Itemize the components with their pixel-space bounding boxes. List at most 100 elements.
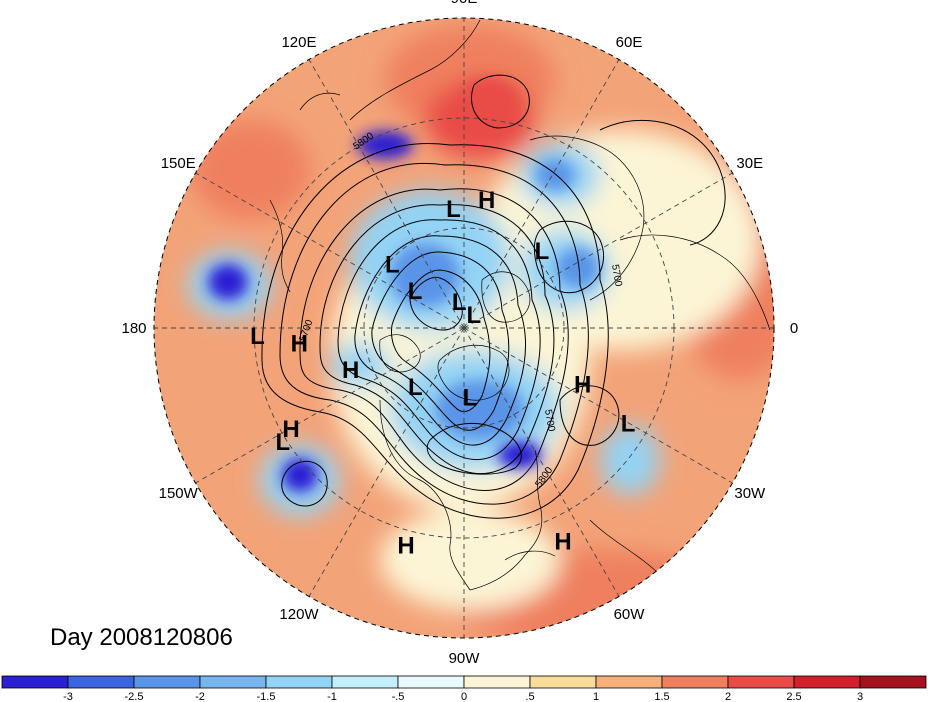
height-contour (299, 188, 569, 491)
height-contour (599, 119, 726, 246)
graticule (154, 18, 774, 638)
colorbar-tick-label: 0 (461, 691, 467, 702)
meridian-line (463, 327, 733, 484)
cool-anomaly-atlantic (600, 425, 660, 495)
low-pressure-marker: L (467, 302, 482, 329)
coastline (481, 271, 531, 323)
longitude-label: 150W (159, 485, 199, 502)
coastline (269, 199, 291, 293)
height-contour (354, 235, 527, 446)
colorbar-tick-label: -.5 (392, 691, 405, 702)
colorbar-swatch (793, 675, 861, 689)
coastline (349, 19, 481, 121)
anomaly-blobs (188, 25, 774, 638)
colorbar-tick-label: -2.5 (125, 691, 144, 702)
low-pressure-marker: L (535, 238, 550, 265)
meridian-line (195, 172, 465, 329)
meridian-line (463, 172, 733, 329)
warm-anomaly-northwest (190, 120, 310, 220)
colorbar-tick-label: 1 (593, 691, 599, 702)
coastline (299, 92, 341, 111)
height-contour (391, 269, 491, 413)
colorbar-tick-label: 2 (725, 691, 731, 702)
map-boundary (153, 17, 775, 639)
colorbar-swatch (67, 675, 135, 689)
anomaly-field (154, 18, 774, 638)
height-contour (261, 143, 609, 519)
longitude-label: 180 (121, 320, 146, 337)
colorbar-tick-label: 1.5 (654, 691, 669, 702)
low-pressure-marker: L (250, 323, 265, 350)
coastline (437, 345, 510, 401)
longitude-label: 0 (790, 320, 798, 337)
colorbar-tick-label: -1 (327, 691, 337, 702)
colorbar-tick-label: -3 (63, 691, 73, 702)
low-pressure-marker: L (408, 278, 423, 305)
colorbar-swatch (331, 675, 399, 689)
colorbar-swatch (595, 675, 663, 689)
coldest-core-siberia (357, 131, 413, 159)
cool-anomaly-bering (330, 343, 390, 387)
colorbar-swatch (529, 675, 597, 689)
low-pressure-marker: L (385, 251, 400, 278)
high-pressure-marker: H (291, 330, 308, 357)
low-pressure-marker: L (408, 374, 423, 401)
neutral-south (380, 510, 560, 610)
height-contour (559, 385, 620, 446)
height-contour (470, 74, 530, 129)
contour-value-label: 5700 (542, 409, 557, 433)
longitude-label: 120E (281, 34, 316, 51)
colorbar-swatch (397, 675, 465, 689)
height-contour (319, 204, 555, 475)
height-contours (261, 74, 726, 519)
coldest-core-pacific-east (282, 458, 318, 492)
high-pressure-marker: H (397, 532, 414, 559)
colorbar-swatch (727, 675, 795, 689)
longitude-label: 150E (161, 155, 196, 172)
high-pressure-marker: H (574, 371, 591, 398)
low-pressure-marker: L (621, 411, 636, 438)
longitude-label: 60W (614, 606, 646, 623)
colorbar: -3 -2.5 -2 -1.5 -1 -.5 0 .5 1 1.5 2 2.5 3 (1, 675, 927, 702)
meridian-lines (154, 18, 774, 638)
longitude-label: 30W (734, 485, 766, 502)
high-pressure-marker: H (282, 416, 299, 443)
low-pressure-marker: L (276, 429, 291, 456)
meridian-line (463, 59, 620, 329)
meridian-line (195, 327, 465, 484)
low-pressure-marker: L (452, 289, 467, 316)
low-pressure-marker: L (446, 196, 461, 223)
longitude-labels: 90E 60E 30E 0 30W 60W 90W 120W 150W 180 150E 120E (121, 0, 798, 667)
low-pressure-marker: L (463, 385, 478, 412)
day-title: Day 2008120806 (50, 624, 233, 651)
coldest-core-pacific-west (208, 264, 248, 300)
colorbar-tick-label: 3 (857, 691, 863, 702)
meridian-line (308, 327, 465, 597)
longitude-label: 60E (616, 34, 643, 51)
colorbar-tick-label: -1.5 (257, 691, 276, 702)
high-pressure-marker: H (342, 357, 359, 384)
coastline (469, 449, 543, 591)
height-contour (371, 251, 510, 431)
colorbar-tick-label: 2.5 (786, 691, 801, 702)
meridian-line (308, 59, 465, 329)
contour-value-label: 5700 (609, 264, 624, 288)
meridian-line (463, 327, 620, 597)
colorbar-swatch (463, 675, 531, 689)
colorbar-swatch (133, 675, 201, 689)
high-pressure-marker: H (478, 187, 495, 214)
colorbar-swatch (1, 675, 69, 689)
height-contour (533, 220, 605, 294)
coastline (529, 135, 645, 301)
colorbar-tick-label: -2 (195, 691, 205, 702)
high-pressure-marker: H (554, 528, 571, 555)
colorbar-swatch (661, 675, 729, 689)
longitude-label: 90E (451, 0, 478, 7)
longitude-label: 90W (449, 650, 481, 667)
colorbar-swatch (199, 675, 267, 689)
colorbar-swatch (859, 675, 927, 689)
coastline (379, 399, 471, 591)
